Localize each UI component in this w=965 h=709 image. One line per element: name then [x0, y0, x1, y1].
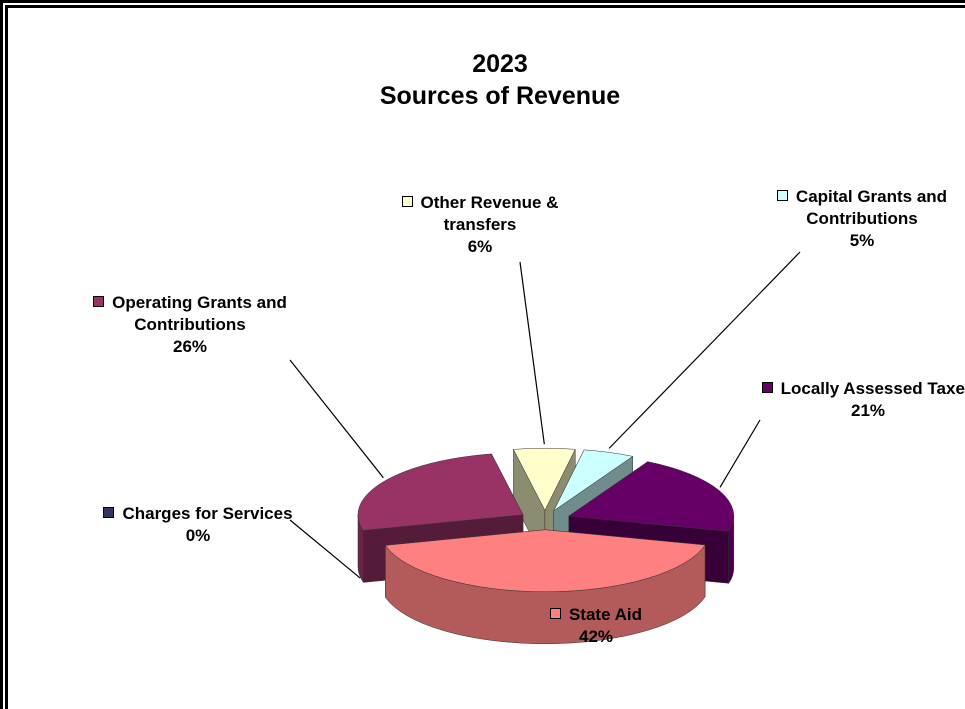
- category-label: Other Revenue & transfers: [420, 193, 559, 234]
- category-label: State Aid: [568, 605, 643, 624]
- legend-key: [401, 196, 413, 207]
- legend-key: [93, 296, 105, 307]
- slice-top: [513, 447, 576, 511]
- chart-subtitle: Sources of Revenue: [379, 82, 621, 110]
- category-label: Locally Assessed Taxes: [780, 379, 965, 398]
- leader-line: [289, 359, 384, 479]
- leader-line: [719, 419, 761, 488]
- value-label: 0%: [185, 526, 211, 545]
- data-label: Other Revenue & transfers 6%: [370, 192, 590, 258]
- data-label: Capital Grants and Contributions 5%: [752, 186, 965, 252]
- value-label: 26%: [172, 337, 208, 356]
- legend-key: [776, 190, 788, 201]
- value-label: 21%: [850, 401, 886, 420]
- legend-key: [549, 608, 561, 619]
- slice-top: [384, 529, 706, 592]
- chart-title: 2023: [472, 50, 528, 78]
- data-label: State Aid 42%: [486, 604, 706, 648]
- legend-key: [761, 382, 773, 393]
- leader-line: [519, 261, 545, 445]
- category-label: Operating Grants and Contributions: [112, 293, 287, 334]
- legend-key: [103, 507, 115, 518]
- value-label: 5%: [849, 231, 875, 250]
- category-label: Charges for Services: [122, 504, 293, 523]
- slice-top: [357, 453, 524, 531]
- data-label: Operating Grants and Contributions 26%: [80, 292, 300, 358]
- value-label: 6%: [467, 237, 493, 256]
- slice-top: [568, 461, 735, 532]
- leader-line: [289, 519, 361, 579]
- slice-top: [553, 449, 634, 512]
- data-label: Charges for Services 0%: [88, 503, 308, 547]
- slice: [384, 529, 706, 644]
- leader-line: [608, 251, 801, 449]
- data-label: Locally Assessed Taxes 21%: [758, 378, 965, 422]
- value-label: 42%: [578, 627, 614, 646]
- category-label: Capital Grants and Contributions: [795, 187, 948, 228]
